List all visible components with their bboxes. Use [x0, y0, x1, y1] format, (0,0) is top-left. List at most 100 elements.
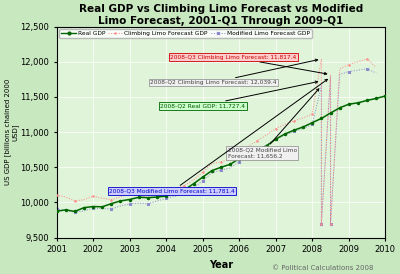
Real GDP [127, 198, 132, 201]
Real GDP [82, 206, 86, 209]
Real GDP [200, 175, 205, 179]
Real GDP [246, 153, 251, 156]
Real GDP [173, 191, 178, 194]
Real GDP [292, 129, 296, 132]
Modified Limo Forecast GDP [319, 222, 324, 225]
Modified Limo Forecast GDP [91, 206, 96, 210]
Real GDP [191, 182, 196, 185]
Climbing Limo Forecast GDP [191, 178, 196, 182]
Modified Limo Forecast GDP [282, 133, 287, 136]
Climbing Limo Forecast GDP [292, 119, 296, 122]
Climbing Limo Forecast GDP [246, 144, 251, 148]
Climbing Limo Forecast GDP [63, 195, 68, 198]
Modified Limo Forecast GDP [228, 166, 232, 170]
Real GDP [392, 92, 397, 95]
Climbing Limo Forecast GDP [72, 199, 77, 203]
Modified Limo Forecast GDP [237, 160, 242, 163]
Real GDP [356, 101, 360, 104]
Text: 2008-Q2 Climbing Limo Forecast: 12,039.4: 2008-Q2 Climbing Limo Forecast: 12,039.4 [150, 59, 318, 85]
Climbing Limo Forecast GDP [155, 192, 160, 195]
Real GDP [273, 138, 278, 141]
Climbing Limo Forecast GDP [173, 187, 178, 190]
Climbing Limo Forecast GDP [182, 184, 187, 187]
Modified Limo Forecast GDP [100, 207, 105, 210]
Modified Limo Forecast GDP [356, 68, 360, 72]
Legend: Real GDP, Climbing Limo Forecast GDP, Modified Limo Forecast GDP: Real GDP, Climbing Limo Forecast GDP, Mo… [60, 30, 312, 38]
Real GDP [337, 106, 342, 109]
Climbing Limo Forecast GDP [282, 123, 287, 126]
Modified Limo Forecast GDP [292, 130, 296, 133]
Line: Climbing Limo Forecast GDP: Climbing Limo Forecast GDP [55, 58, 378, 225]
Real GDP [319, 117, 324, 120]
Climbing Limo Forecast GDP [365, 57, 370, 61]
Real GDP [109, 202, 114, 205]
Modified Limo Forecast GDP [173, 195, 178, 198]
Real GDP [255, 148, 260, 152]
Modified Limo Forecast GDP [82, 209, 86, 213]
Climbing Limo Forecast GDP [146, 196, 150, 199]
Climbing Limo Forecast GDP [127, 192, 132, 196]
Modified Limo Forecast GDP [191, 186, 196, 189]
Real GDP [282, 132, 287, 136]
Modified Limo Forecast GDP [328, 222, 333, 225]
Real GDP [310, 121, 315, 124]
Modified Limo Forecast GDP [210, 171, 214, 175]
Climbing Limo Forecast GDP [310, 112, 315, 115]
Modified Limo Forecast GDP [374, 71, 379, 75]
Climbing Limo Forecast GDP [136, 194, 141, 197]
Modified Limo Forecast GDP [255, 149, 260, 152]
Modified Limo Forecast GDP [164, 196, 168, 200]
Climbing Limo Forecast GDP [218, 160, 223, 163]
Text: 2008-Q3 Modified Limo Forecast: 11,781.4: 2008-Q3 Modified Limo Forecast: 11,781.4 [109, 79, 328, 194]
Climbing Limo Forecast GDP [91, 195, 96, 198]
Climbing Limo Forecast GDP [273, 127, 278, 130]
Modified Limo Forecast GDP [301, 127, 306, 130]
Modified Limo Forecast GDP [200, 179, 205, 182]
Real GDP [118, 199, 123, 202]
Real GDP [264, 144, 269, 147]
Real GDP [374, 97, 379, 100]
Real GDP [182, 188, 187, 192]
Modified Limo Forecast GDP [146, 202, 150, 206]
Modified Limo Forecast GDP [273, 138, 278, 141]
Real GDP [136, 196, 141, 199]
Modified Limo Forecast GDP [319, 84, 324, 88]
Climbing Limo Forecast GDP [109, 198, 114, 201]
Real GDP [63, 208, 68, 212]
Climbing Limo Forecast GDP [118, 195, 123, 198]
Climbing Limo Forecast GDP [319, 222, 324, 225]
Modified Limo Forecast GDP [54, 208, 59, 211]
Modified Limo Forecast GDP [182, 192, 187, 195]
Text: 2008-Q3 Climbing Limo Forecast: 11,817.4: 2008-Q3 Climbing Limo Forecast: 11,817.4 [170, 55, 327, 75]
Real GDP [146, 196, 150, 199]
Real GDP [100, 205, 105, 209]
Real GDP [155, 195, 160, 199]
Climbing Limo Forecast GDP [82, 198, 86, 201]
Real GDP [328, 111, 333, 115]
Title: Real GDP vs Climbing Limo Forecast vs Modified
Limo Forecast, 2001-Q1 Through 20: Real GDP vs Climbing Limo Forecast vs Mo… [79, 4, 363, 26]
Real GDP [301, 125, 306, 129]
Modified Limo Forecast GDP [155, 199, 160, 203]
Real GDP [54, 210, 59, 213]
Y-axis label: US GDP [billions chained 2000
USD]: US GDP [billions chained 2000 USD] [4, 79, 19, 185]
Modified Limo Forecast GDP [136, 201, 141, 205]
Modified Limo Forecast GDP [118, 204, 123, 208]
Climbing Limo Forecast GDP [356, 60, 360, 63]
Modified Limo Forecast GDP [346, 70, 351, 73]
Climbing Limo Forecast GDP [200, 170, 205, 174]
Modified Limo Forecast GDP [365, 67, 370, 70]
Climbing Limo Forecast GDP [319, 57, 324, 61]
Real GDP [164, 195, 168, 198]
Modified Limo Forecast GDP [246, 154, 251, 158]
Modified Limo Forecast GDP [127, 202, 132, 206]
Modified Limo Forecast GDP [63, 209, 68, 212]
Climbing Limo Forecast GDP [54, 194, 59, 197]
Modified Limo Forecast GDP [337, 73, 342, 76]
Real GDP [72, 210, 77, 213]
Climbing Limo Forecast GDP [100, 196, 105, 200]
X-axis label: Year: Year [209, 260, 233, 270]
Text: 2008-Q2 Real GDP: 11,727.4: 2008-Q2 Real GDP: 11,727.4 [160, 81, 318, 108]
Real GDP [91, 205, 96, 208]
Real GDP [383, 94, 388, 98]
Climbing Limo Forecast GDP [346, 63, 351, 66]
